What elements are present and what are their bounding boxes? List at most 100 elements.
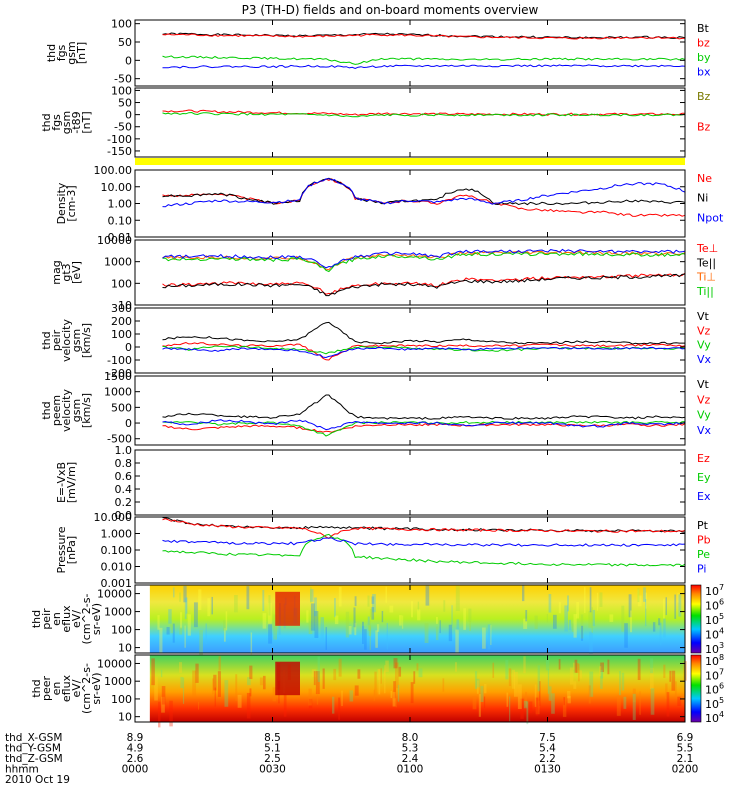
y-axis-label: Density xyxy=(55,182,68,224)
spectrogram-streak xyxy=(213,674,217,691)
spectrogram-streak xyxy=(637,595,642,607)
spectrogram-streak xyxy=(523,700,528,709)
ephemeris-value: 6.9 xyxy=(677,732,694,744)
spectrogram-streak xyxy=(589,631,593,654)
spectrogram-streak xyxy=(308,621,313,635)
spectrogram-streak xyxy=(537,665,540,692)
spectrogram-streak xyxy=(624,623,628,648)
spectrogram-streak xyxy=(523,656,526,674)
spectrogram-streak xyxy=(268,623,273,644)
spectrogram-streak xyxy=(207,598,211,617)
legend-entry: Bt xyxy=(697,22,710,35)
y-axis-label: sr-eV) xyxy=(90,672,103,704)
y-axis-label: eV/ xyxy=(70,610,83,628)
y-tick-label: 1000 xyxy=(104,386,132,399)
spectrogram-streak xyxy=(456,619,460,632)
ephemeris-value: 0200 xyxy=(672,764,699,776)
spectrogram-streak xyxy=(451,605,453,626)
spectrogram-streak xyxy=(551,693,555,714)
y-tick-label: 10000 xyxy=(97,234,132,247)
y-axis-label: Pressure xyxy=(55,526,68,573)
ephemeris-value: 0130 xyxy=(534,764,561,776)
spectrogram-streak xyxy=(179,592,181,602)
spectrogram-streak xyxy=(235,674,238,701)
spectrogram-streak xyxy=(592,609,595,626)
series-line-Te xyxy=(162,272,686,295)
spectrogram-streak xyxy=(159,627,163,654)
spectrogram-streak xyxy=(376,624,380,632)
spectrogram-streak xyxy=(548,594,552,613)
series-line-by xyxy=(162,55,686,65)
spectrogram-streak xyxy=(439,620,441,634)
y-axis-label: velocity xyxy=(60,319,73,362)
series-line-Pb xyxy=(162,518,686,539)
spectrogram-streak xyxy=(505,659,509,680)
spectrogram-streak xyxy=(463,608,466,630)
spectrogram-streak xyxy=(211,596,213,615)
y-axis-label: eflux xyxy=(60,674,73,702)
y-tick-label: 0.010 xyxy=(101,561,133,574)
spectrogram-streak xyxy=(443,600,446,612)
spectrogram-streak xyxy=(508,668,512,687)
legend-entry: Ex xyxy=(697,490,711,503)
legend-entry: bx xyxy=(697,66,711,79)
panel-frame xyxy=(134,449,686,516)
ephemeris-value: 7.5 xyxy=(539,732,556,744)
spectrogram-streak xyxy=(151,658,155,686)
spectrogram-streak xyxy=(325,627,327,650)
spectrogram-streak xyxy=(591,607,593,633)
spectrogram-streak xyxy=(225,611,228,631)
y-tick-label: 0.4 xyxy=(115,483,133,496)
spectrogram-streak xyxy=(665,683,668,699)
spectrogram-1 xyxy=(149,585,686,653)
spectrogram-streak xyxy=(385,660,389,672)
spectrogram-streak xyxy=(678,594,682,617)
ephemeris-value: 5.4 xyxy=(539,743,556,755)
y-axis-label: peem xyxy=(50,395,63,426)
spectrogram-streak xyxy=(568,619,572,631)
spectrogram-streak xyxy=(377,668,380,681)
y-axis-label: gsm xyxy=(70,329,83,352)
spectrogram-streak xyxy=(483,696,486,708)
y-tick-label: 0 xyxy=(125,109,132,122)
spectrogram-streak xyxy=(389,605,394,613)
ephemeris-value: 4.9 xyxy=(127,743,144,755)
spectrogram-streak xyxy=(666,692,670,717)
y-tick-label: 100 xyxy=(111,693,132,706)
y-tick-label: -100 xyxy=(107,354,132,367)
spectrogram-streak xyxy=(576,663,580,673)
spectrogram-streak xyxy=(393,681,397,699)
y-tick-label: 0.100 xyxy=(101,544,133,557)
spectrogram-streak xyxy=(630,610,633,633)
ephemeris-value: 5.3 xyxy=(402,743,419,755)
spectrogram-streak xyxy=(564,605,568,632)
spectrogram-streak xyxy=(154,676,158,701)
y-tick-label: 0.8 xyxy=(115,457,133,470)
spectrogram-streak xyxy=(567,695,571,704)
legend-entry: Vx xyxy=(697,424,712,437)
y-tick-label: -50 xyxy=(114,73,132,86)
spectrogram-streak xyxy=(345,611,350,638)
spectrogram-streak xyxy=(578,670,582,679)
y-tick-label: 1.000 xyxy=(101,528,133,541)
spectrogram-streak xyxy=(378,669,381,695)
ephemeris-value: 2.5 xyxy=(264,753,281,765)
spectrogram-burst xyxy=(275,591,300,626)
y-tick-label: 300 xyxy=(111,302,132,315)
spectrogram-streak xyxy=(179,627,183,635)
y-tick-label: 10 xyxy=(118,642,132,655)
legend-entry: Ne xyxy=(697,172,712,185)
spectrogram-streak xyxy=(320,617,324,642)
y-axis-label: [cm-3] xyxy=(65,185,78,221)
spectrogram-streak xyxy=(375,630,378,648)
spectrogram-streak xyxy=(562,699,567,717)
spectrogram-streak xyxy=(373,689,375,701)
spectrogram-streak xyxy=(520,698,524,719)
y-axis-label: thd xyxy=(40,401,53,419)
y-axis-label: gsm xyxy=(70,399,83,422)
spectrogram-streak xyxy=(663,664,666,678)
y-axis-label: eflux xyxy=(60,605,73,633)
spectrogram-streak xyxy=(272,687,277,702)
